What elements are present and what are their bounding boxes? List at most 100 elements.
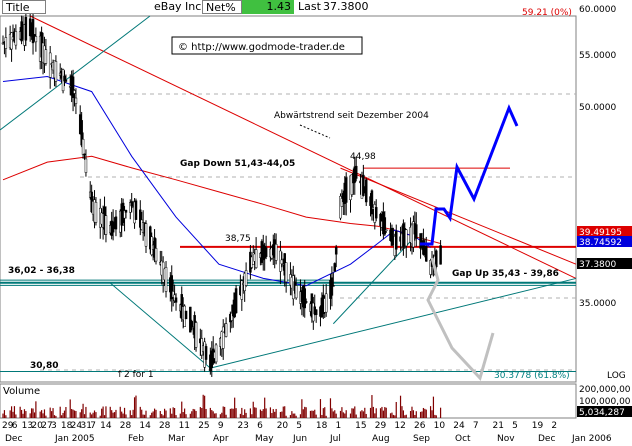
candle-body [73, 90, 76, 94]
volume-bar [391, 412, 393, 418]
split-label: 2 for 1 [124, 370, 154, 380]
volume-bar [221, 412, 223, 418]
volume-bar [92, 412, 94, 418]
volume-bar [139, 406, 141, 418]
volume-bar [344, 413, 346, 418]
volume-bar [274, 411, 276, 418]
volume-bar [85, 406, 87, 418]
volume-bar [75, 410, 77, 418]
volume-bar [62, 412, 64, 418]
volume-bar [69, 399, 71, 418]
top-right-price-label: 59.21 (0%) [522, 8, 572, 18]
x-month-label: Feb [128, 434, 144, 444]
volume-bar [135, 395, 137, 418]
volume-bar [284, 406, 286, 418]
volume-bar [201, 408, 203, 418]
volume-bar [95, 412, 97, 418]
gap-up-label: Gap Up 35,43 - 39,86 [452, 269, 559, 279]
volume-bar [43, 409, 46, 418]
candle-body [4, 37, 8, 49]
volume-bar [224, 406, 226, 418]
candle-body [354, 165, 358, 179]
candle-body [284, 262, 288, 283]
volume-bar [41, 410, 43, 418]
x-month-label: Jan 2006 [571, 434, 612, 444]
volume-bar [401, 406, 403, 418]
volume-bar [179, 413, 181, 418]
volume-bar [9, 410, 11, 418]
volume-bar [19, 406, 21, 418]
volume-bar [355, 414, 357, 418]
volume-bar [239, 413, 241, 418]
volume-bar [249, 408, 251, 418]
candle-body [333, 263, 337, 272]
volume-bar [304, 406, 306, 418]
volume-bar [389, 413, 392, 418]
candle-body [439, 245, 442, 265]
volume-bar [23, 409, 26, 418]
volume-bar [409, 411, 412, 418]
volume-tick-label: 200,000,00 [579, 385, 631, 395]
x-month-label: Nov [497, 434, 515, 444]
candle-body [189, 306, 192, 333]
volume-bar [79, 412, 81, 418]
volume-bar [169, 408, 171, 418]
volume-bar [399, 395, 402, 418]
candle-body [425, 246, 428, 262]
volume-bar [199, 407, 201, 418]
candle-body [370, 190, 374, 215]
volume-bar [55, 415, 57, 418]
volume-bar [334, 410, 336, 418]
volume-bar [151, 412, 153, 418]
volume-bar [142, 414, 144, 418]
trend-line [340, 167, 577, 265]
y-tick-label: 50.0000 [579, 103, 616, 113]
x-day-label: 27 [41, 421, 52, 431]
candle-body [214, 344, 218, 363]
volume-bar [229, 408, 231, 418]
candle-body [130, 201, 133, 207]
volume-bar [405, 414, 407, 418]
volume-bar [301, 399, 303, 418]
volume-bar [45, 415, 47, 418]
volume-bar [184, 408, 186, 418]
volume-bar [324, 407, 326, 418]
volume-bar [392, 414, 394, 418]
volume-label: Volume [3, 386, 40, 397]
title-field[interactable]: Title [2, 0, 46, 14]
volume-bar [395, 401, 397, 418]
volume-bar [402, 410, 404, 418]
volume-bar [231, 408, 233, 418]
volume-bar [81, 409, 83, 418]
volume-bar [189, 413, 191, 418]
volume-bar [252, 401, 254, 418]
volume-bar [161, 413, 163, 418]
candle-body [24, 17, 28, 41]
candle-body [154, 248, 158, 262]
candle-body [304, 301, 308, 303]
volume-bar [131, 415, 133, 418]
volume-bar [435, 415, 437, 418]
x-day-label: 21 [493, 421, 504, 431]
price-tag-box [577, 258, 632, 269]
candle-body [104, 215, 108, 235]
x-day-label: 18 [316, 421, 328, 431]
volume-bar [339, 410, 342, 418]
x-day-label: 14 [100, 421, 112, 431]
volume-bars [2, 394, 442, 418]
candle-body [44, 49, 48, 64]
volume-bar [335, 413, 337, 418]
volume-bar [275, 408, 277, 418]
x-day-label: 7 [90, 421, 96, 431]
volume-bar [101, 408, 103, 418]
price-tag-text: 39.49195 [579, 228, 622, 238]
volume-bar [264, 397, 266, 418]
candle-body [364, 179, 368, 203]
low-label: 30,80 [30, 361, 58, 371]
volume-bar [404, 415, 406, 418]
x-day-label: 9 [218, 421, 224, 431]
candle-body [34, 36, 38, 43]
x-day-label: 2 [551, 421, 557, 431]
volume-bar [331, 408, 333, 418]
